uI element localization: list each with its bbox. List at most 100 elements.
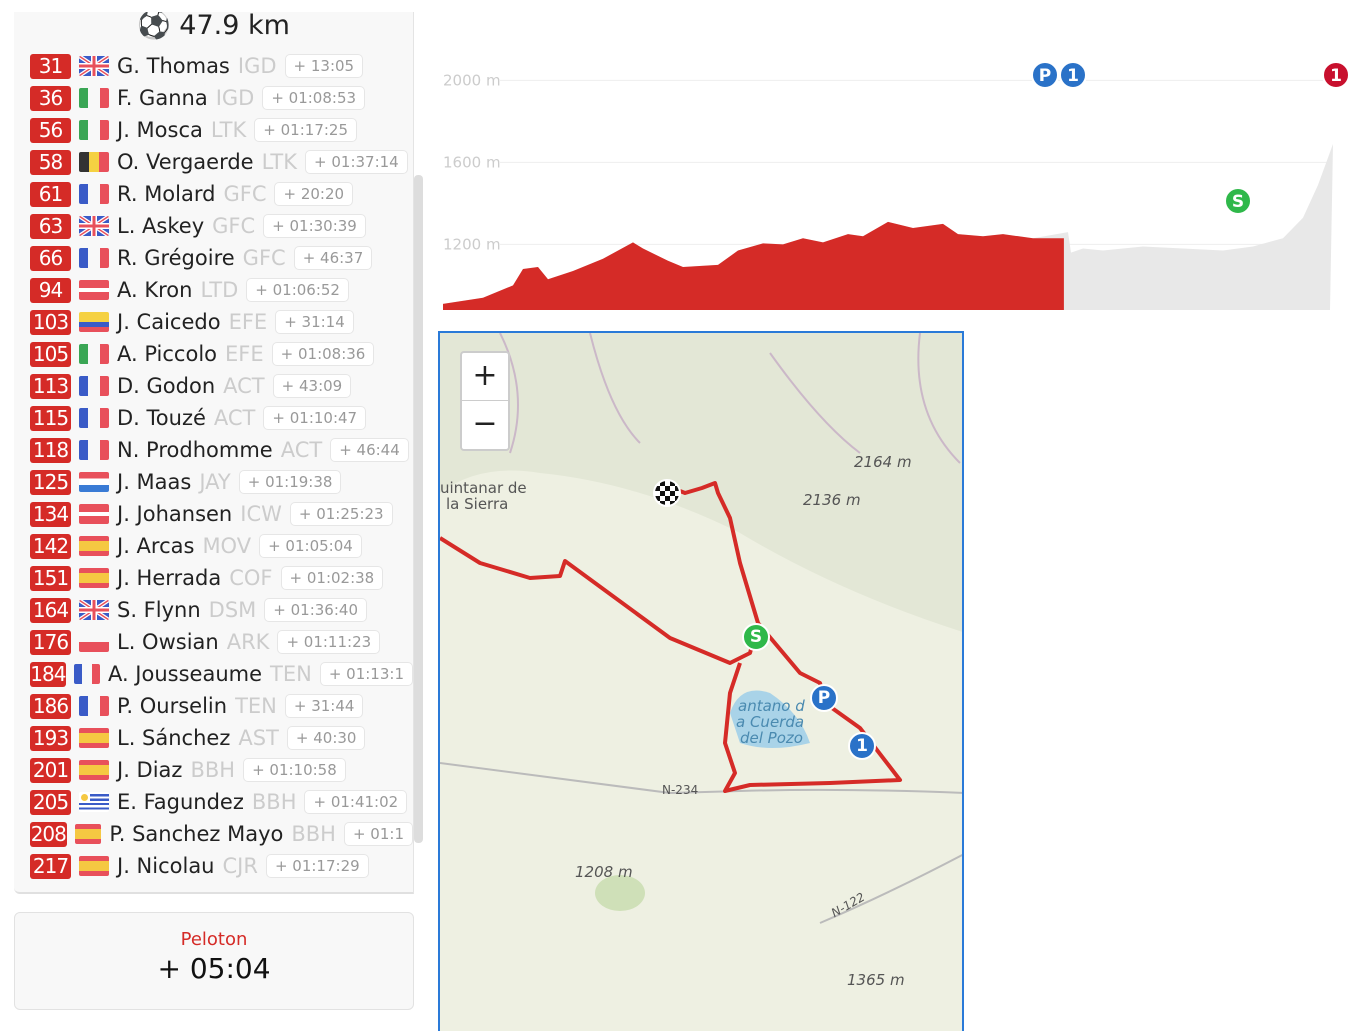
finish-flag-icon — [653, 479, 681, 507]
profile-marker-icon[interactable]: P — [1031, 61, 1059, 89]
rider-row[interactable]: 61 R. Molard GFC + 20:20 — [30, 178, 413, 210]
bib-number: 103 — [30, 309, 71, 335]
rider-name: J. Diaz — [117, 758, 183, 782]
rider-row[interactable]: 103 J. Caicedo EFE + 31:14 — [30, 306, 413, 338]
rider-name: J. Mosca — [117, 118, 203, 142]
flag-es-icon — [79, 856, 109, 876]
bib-number: 193 — [30, 725, 71, 751]
flag-fr-icon — [79, 696, 109, 716]
team-code: AST — [238, 726, 279, 750]
time-gap: + 01:36:40 — [264, 598, 367, 622]
route-map[interactable]: + − uintanar de la Sierra 2164 m 2136 m … — [438, 331, 964, 1031]
flag-dk-icon — [79, 280, 109, 300]
profile-marker-icon[interactable]: S — [1224, 187, 1252, 215]
rider-row[interactable]: 115 D. Touzé ACT + 01:10:47 — [30, 402, 413, 434]
zoom-out-button[interactable]: − — [472, 406, 498, 441]
rider-name: J. Johansen — [117, 502, 233, 526]
rider-row[interactable]: 208 P. Sanchez Mayo BBH + 01:1 — [30, 818, 413, 850]
time-gap: + 20:20 — [274, 182, 354, 206]
rider-row[interactable]: 151 J. Herrada COF + 01:02:38 — [30, 562, 413, 594]
team-code: LTD — [200, 278, 239, 302]
team-code: JAY — [199, 470, 231, 494]
bib-number: 134 — [30, 501, 71, 527]
svg-text:S: S — [1232, 192, 1244, 212]
rider-row[interactable]: 125 J. Maas JAY + 01:19:38 — [30, 466, 413, 498]
team-code: LTK — [261, 150, 298, 174]
flag-gb-icon — [79, 56, 109, 76]
time-gap: + 01:13:1 — [319, 662, 413, 686]
team-code: EFE — [225, 342, 264, 366]
map-label: 1208 m — [575, 863, 633, 881]
rider-list-panel: ⚽ 47.9 km 31 G. Thomas IGD + 13:05 36 F. Gann… — [14, 12, 414, 894]
rider-row[interactable]: 94 A. Kron LTD + 01:06:52 — [30, 274, 413, 306]
rider-row[interactable]: 113 D. Godon ACT + 43:09 — [30, 370, 413, 402]
map-label: 2136 m — [803, 491, 861, 509]
time-gap: + 31:44 — [284, 694, 364, 718]
rider-row[interactable]: 105 A. Piccolo EFE + 01:08:36 — [30, 338, 413, 370]
rider-name: J. Maas — [117, 470, 192, 494]
time-gap: + 31:14 — [275, 310, 354, 334]
rider-row[interactable]: 201 J. Diaz BBH + 01:10:58 — [30, 754, 413, 786]
rider-row[interactable]: 142 J. Arcas MOV + 01:05:04 — [30, 530, 413, 562]
time-gap: + 40:30 — [286, 726, 366, 750]
rider-row[interactable]: 31 G. Thomas IGD + 13:05 — [30, 50, 413, 82]
flag-fr-icon — [79, 440, 109, 460]
rider-name: J. Herrada — [117, 566, 222, 590]
bib-number: 186 — [30, 693, 71, 719]
rider-row[interactable]: 184 A. Jousseaume TEN + 01:13:1 — [30, 658, 413, 690]
time-gap: + 01:06:52 — [246, 278, 349, 302]
rider-row[interactable]: 36 F. Ganna IGD + 01:08:53 — [30, 82, 413, 114]
svg-text:1: 1 — [1330, 66, 1342, 86]
rider-row[interactable]: 164 S. Flynn DSM + 01:36:40 — [30, 594, 413, 626]
bib-number: 58 — [30, 149, 71, 175]
rider-row[interactable]: 58 O. Vergaerde LTK + 01:37:14 — [30, 146, 413, 178]
time-gap: + 01:08:53 — [262, 86, 366, 110]
scrollbar[interactable] — [414, 175, 423, 843]
profile-marker-icon[interactable]: 1 — [1059, 61, 1087, 89]
flag-fr-icon — [79, 408, 109, 428]
rider-row[interactable]: 186 P. Ourselin TEN + 31:44 — [30, 690, 413, 722]
zoom-in-button[interactable]: + — [462, 353, 508, 401]
y-tick-label: 2000 m — [443, 71, 501, 89]
rider-row[interactable]: 217 J. Nicolau CJR + 01:17:29 — [30, 850, 413, 882]
time-gap: + 43:09 — [272, 374, 352, 398]
rider-name: J. Caicedo — [117, 310, 221, 334]
flag-es-icon — [79, 568, 109, 588]
parking-marker-icon[interactable]: P — [810, 684, 838, 712]
bib-number: 113 — [30, 373, 71, 399]
rider-row[interactable]: 118 N. Prodhomme ACT + 46:44 — [30, 434, 413, 466]
flag-gb-icon — [79, 600, 109, 620]
checkered-flag-icon: ⚽ — [137, 12, 171, 41]
rider-row[interactable]: 205 E. Fagundez BBH + 01:41:02 — [30, 786, 413, 818]
bib-number: 94 — [30, 277, 71, 303]
flag-be-icon — [79, 152, 109, 172]
profile-marker-icon[interactable]: 1 — [1322, 61, 1350, 89]
y-tick-label: 1200 m — [443, 235, 501, 253]
peloton-gap: + 05:04 — [157, 952, 271, 985]
flag-it-icon — [79, 120, 109, 140]
team-code: TEN — [270, 662, 312, 686]
team-code: EFE — [228, 310, 268, 334]
rider-row[interactable]: 63 L. Askey GFC + 01:30:39 — [30, 210, 413, 242]
time-gap: + 01:19:38 — [238, 470, 342, 494]
rider-name: J. Nicolau — [117, 854, 215, 878]
flag-es-icon — [79, 728, 109, 748]
rider-row[interactable]: 66 R. Grégoire GFC + 46:37 — [30, 242, 413, 274]
rider-row[interactable]: 193 L. Sánchez AST + 40:30 — [30, 722, 413, 754]
flag-ec-icon — [79, 312, 109, 332]
rider-name: J. Arcas — [117, 534, 195, 558]
svg-text:P: P — [1039, 66, 1051, 86]
flag-pl-icon — [79, 632, 109, 652]
bib-number: 151 — [30, 565, 71, 591]
bib-number: 31 — [30, 53, 71, 79]
distance-header: ⚽ 47.9 km — [137, 12, 290, 41]
team-code: ARK — [226, 630, 270, 654]
rider-name: P. Sanchez Mayo — [109, 822, 284, 846]
team-code: MOV — [202, 534, 252, 558]
rider-row[interactable]: 176 L. Owsian ARK + 01:11:23 — [30, 626, 413, 658]
climb-marker-icon[interactable]: 1 — [848, 732, 876, 760]
rider-row[interactable]: 56 J. Mosca LTK + 01:17:25 — [30, 114, 413, 146]
rider-row[interactable]: 134 J. Johansen ICW + 01:25:23 — [30, 498, 413, 530]
sprint-marker-icon[interactable]: S — [742, 623, 770, 651]
svg-text:1: 1 — [1067, 66, 1079, 86]
